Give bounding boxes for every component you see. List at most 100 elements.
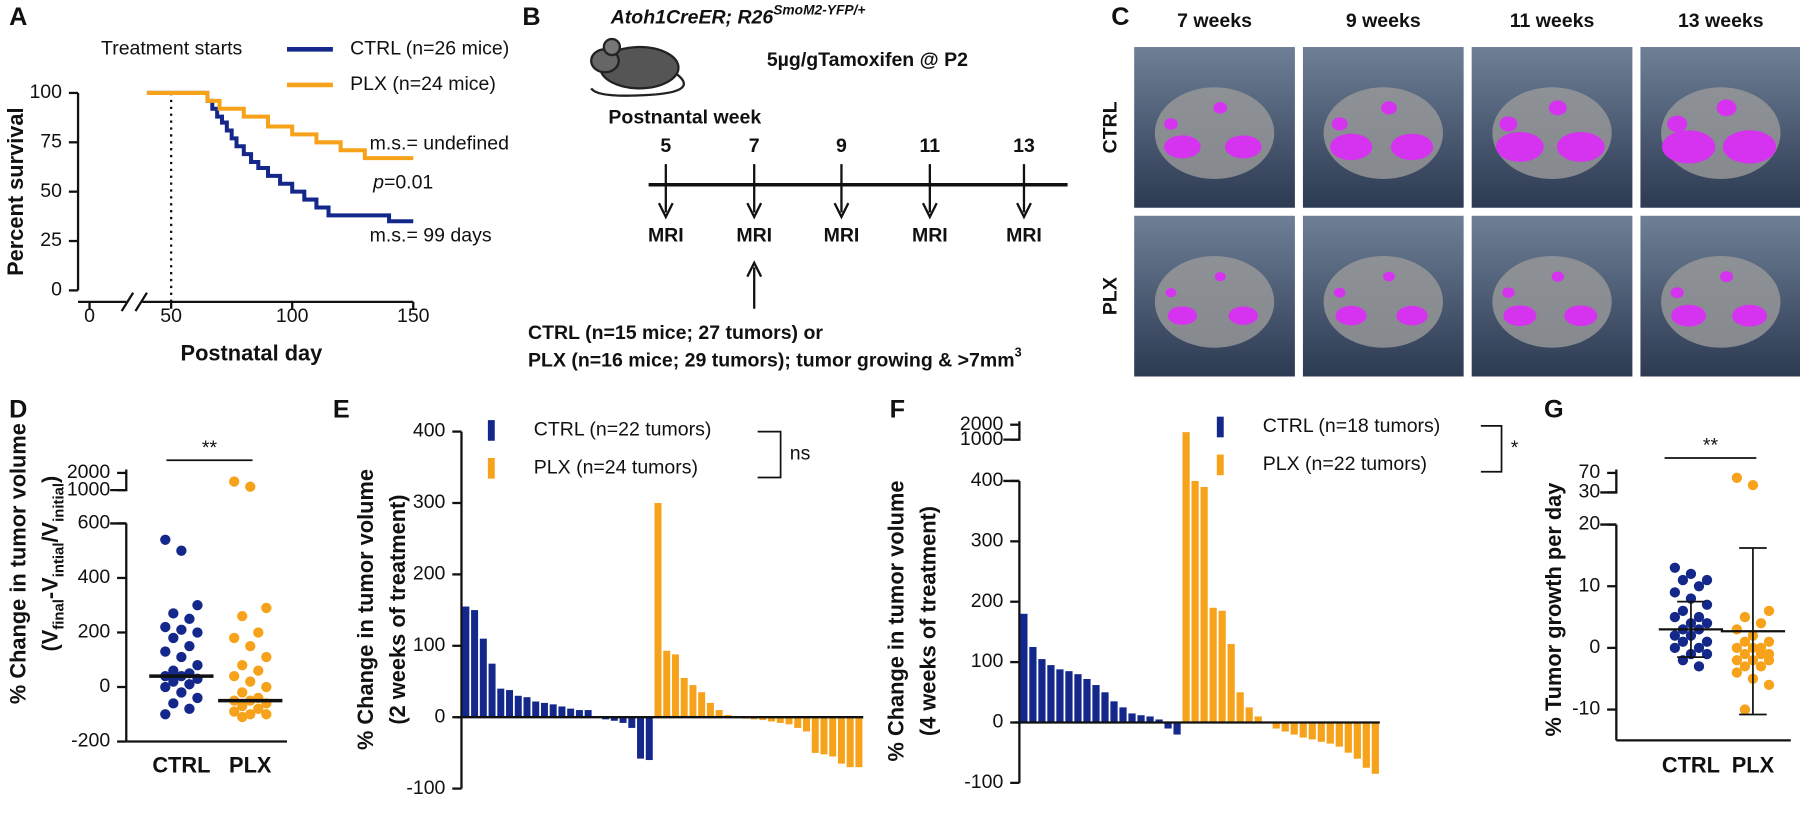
bar bbox=[768, 717, 776, 722]
bar bbox=[1371, 722, 1379, 774]
data-point bbox=[160, 534, 171, 545]
bar bbox=[654, 502, 662, 718]
bar bbox=[1164, 722, 1172, 729]
title-main: Atoh1CreER; R26 bbox=[610, 6, 774, 28]
bar bbox=[680, 677, 688, 718]
y-tick-label: 400 bbox=[413, 420, 446, 442]
bar bbox=[1308, 722, 1316, 740]
p-value: p=0.01 bbox=[372, 172, 433, 194]
data-point bbox=[160, 621, 171, 633]
bar bbox=[523, 697, 531, 718]
y-axis-label: % Change in tumor volume bbox=[5, 423, 30, 704]
bar bbox=[671, 654, 679, 718]
bar bbox=[628, 717, 636, 728]
data-point bbox=[168, 608, 179, 619]
data-point bbox=[1693, 581, 1705, 592]
data-point bbox=[1731, 655, 1743, 666]
bar bbox=[1290, 722, 1298, 735]
data-point bbox=[245, 481, 256, 492]
bar bbox=[479, 638, 487, 718]
column-heading: 11 weeks bbox=[1510, 10, 1595, 32]
y-axis-label: Percent survival bbox=[3, 107, 28, 275]
tumor bbox=[1551, 271, 1564, 282]
x-tick-label: 150 bbox=[397, 305, 430, 327]
data-point bbox=[261, 709, 272, 720]
bar bbox=[1155, 719, 1163, 723]
bar bbox=[540, 702, 548, 718]
week-label: 11 bbox=[920, 135, 941, 157]
y-tick-label: 0 bbox=[51, 279, 62, 301]
bar bbox=[1137, 715, 1145, 723]
formula-part: ) bbox=[37, 476, 62, 483]
data-point bbox=[1677, 605, 1689, 617]
bar bbox=[462, 606, 470, 718]
bar bbox=[715, 710, 723, 718]
data-point bbox=[261, 602, 272, 614]
data-point bbox=[261, 651, 272, 663]
y-axis-formula: (Vfinal-Vintial/Vinitial) bbox=[37, 476, 68, 652]
data-point bbox=[160, 681, 171, 693]
data-point bbox=[184, 640, 195, 652]
data-point bbox=[192, 660, 203, 671]
bar bbox=[1326, 722, 1334, 744]
formula-part: initial bbox=[51, 483, 68, 522]
y-tick-label: 100 bbox=[29, 81, 62, 103]
brain bbox=[1492, 87, 1612, 180]
y-axis bbox=[1600, 469, 1618, 741]
data-point bbox=[1669, 630, 1681, 641]
data-point bbox=[1685, 568, 1697, 580]
bracket bbox=[1480, 424, 1503, 473]
y-axis-label: (4 weeks of treatment) bbox=[916, 506, 941, 736]
data-point bbox=[1763, 655, 1775, 666]
bar bbox=[1236, 692, 1244, 723]
y-tick-label: 1000 bbox=[67, 478, 111, 500]
bar bbox=[532, 701, 540, 718]
bar bbox=[1218, 610, 1226, 723]
arrow-down bbox=[921, 164, 938, 220]
treatment-label: Treatment starts bbox=[101, 37, 242, 59]
panel-label: D bbox=[9, 396, 27, 424]
y-tick-label: 600 bbox=[78, 512, 111, 534]
data-point bbox=[168, 676, 179, 687]
bar bbox=[785, 717, 793, 725]
bar bbox=[1272, 722, 1280, 729]
error-bar bbox=[1739, 547, 1767, 716]
bar bbox=[846, 717, 854, 768]
x-tick-label: CTRL bbox=[152, 753, 210, 778]
y-tick-label: 200 bbox=[78, 621, 111, 643]
bar bbox=[776, 717, 784, 723]
arrow-down bbox=[746, 164, 763, 220]
significance: ** bbox=[202, 437, 218, 459]
tumor bbox=[1722, 130, 1777, 164]
panel-label: E bbox=[333, 396, 350, 424]
bar bbox=[1200, 486, 1208, 723]
data-point bbox=[1739, 704, 1751, 715]
data-point bbox=[192, 692, 203, 704]
scan-label: MRI bbox=[1006, 225, 1042, 247]
y-tick-label: 75 bbox=[40, 130, 62, 152]
tumor bbox=[1548, 100, 1567, 116]
bar bbox=[610, 717, 618, 721]
data-point bbox=[1755, 648, 1767, 660]
data-point bbox=[168, 632, 179, 644]
data-point bbox=[1701, 574, 1713, 586]
brain bbox=[1154, 87, 1275, 180]
brain bbox=[1154, 255, 1275, 348]
bar bbox=[1038, 659, 1046, 723]
y-tick-label: 400 bbox=[971, 469, 1004, 491]
bar bbox=[619, 717, 627, 723]
significance: ns bbox=[790, 443, 811, 465]
y-tick-label: 100 bbox=[971, 650, 1004, 672]
tumor bbox=[1330, 133, 1373, 161]
formula-part: -V bbox=[37, 577, 62, 599]
y-tick-label: 20 bbox=[1579, 513, 1601, 535]
data-point bbox=[1677, 636, 1689, 647]
panel-label: B bbox=[522, 3, 540, 31]
formula-part: final bbox=[51, 599, 68, 630]
bar bbox=[488, 663, 496, 718]
data-point bbox=[253, 665, 264, 676]
bar bbox=[1101, 692, 1109, 723]
protocol-title: Atoh1CreER; R26SmoM2-YFP/+ bbox=[610, 2, 866, 29]
bar bbox=[1083, 679, 1091, 723]
bar bbox=[558, 706, 566, 718]
